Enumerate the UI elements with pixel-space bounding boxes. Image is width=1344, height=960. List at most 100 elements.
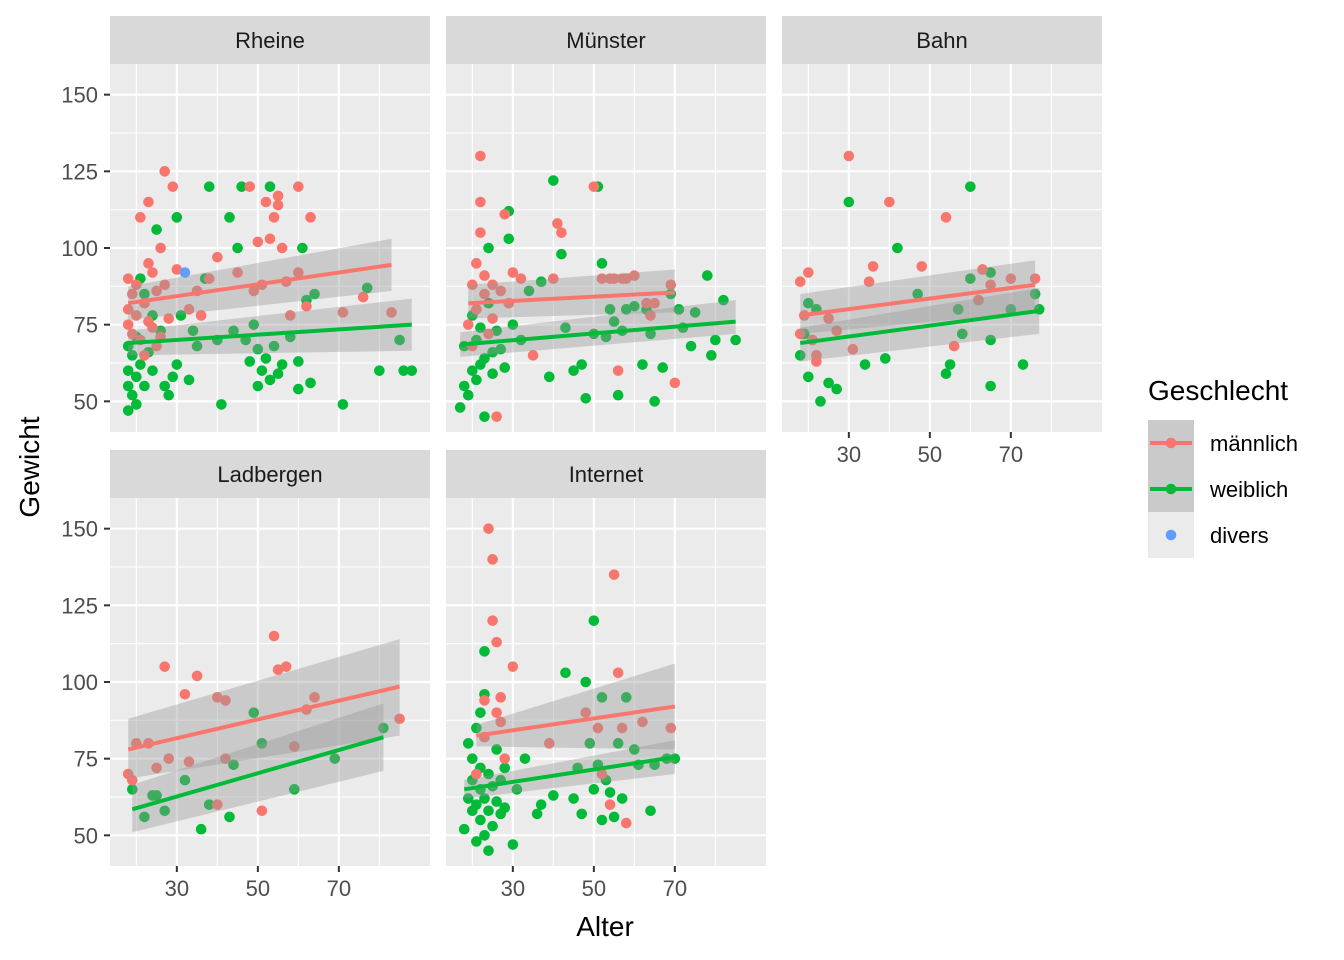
data-point-w — [730, 334, 741, 346]
data-point-m — [548, 273, 559, 284]
data-point-w — [374, 365, 385, 376]
data-point-m — [665, 722, 677, 734]
data-point-m — [167, 181, 179, 192]
regression-fits — [127, 238, 412, 356]
data-point-w — [689, 307, 701, 318]
data-point-w — [556, 248, 567, 260]
data-point-m — [491, 411, 502, 422]
data-point-m — [475, 196, 486, 208]
data-point-m — [394, 713, 405, 725]
data-point-m — [487, 313, 498, 324]
data-point-w — [122, 365, 134, 376]
data-point-m — [171, 264, 183, 275]
data-point-m — [126, 328, 138, 340]
data-point-w — [523, 285, 535, 297]
data-point-m — [491, 707, 502, 718]
data-point-w — [268, 340, 280, 352]
facet-strip-label: Münster — [566, 28, 645, 53]
data-point-m — [147, 322, 158, 334]
facet-strip — [782, 16, 1102, 64]
data-point-w — [985, 380, 996, 392]
x-tick-label: 30 — [501, 876, 525, 901]
data-point-w — [604, 304, 616, 315]
data-point-w — [139, 811, 150, 823]
facet-rheine: Rheine 50 75 100 125 150 — [61, 16, 430, 432]
data-point-w — [831, 383, 842, 395]
data-point-m — [139, 350, 150, 361]
data-point-m — [669, 377, 681, 389]
data-point-m — [487, 615, 498, 626]
data-point-m — [475, 227, 486, 238]
confidence-band-w — [460, 300, 736, 357]
data-point-w — [499, 802, 511, 814]
data-point-m — [256, 805, 268, 817]
data-point-w — [187, 325, 199, 337]
data-points — [122, 630, 405, 835]
data-point-m — [499, 753, 511, 764]
facet-strip-label: Bahn — [916, 28, 967, 53]
data-point-w — [228, 759, 239, 771]
data-point-w — [560, 322, 571, 334]
confidence-band-m — [128, 238, 392, 321]
data-point-m — [543, 738, 555, 749]
data-point-w — [329, 753, 341, 764]
data-point-m — [386, 307, 397, 318]
data-point-w — [543, 371, 555, 383]
data-point-w — [479, 646, 490, 657]
data-point-w — [252, 380, 264, 392]
data-point-m — [268, 212, 280, 223]
data-point-w — [823, 377, 834, 389]
data-point-w — [576, 808, 587, 820]
data-point-w — [645, 328, 656, 340]
data-point-w — [483, 768, 494, 780]
data-point-w — [612, 389, 624, 401]
data-point-w — [171, 212, 183, 223]
data-point-m — [507, 267, 519, 278]
data-point-m — [1005, 273, 1017, 284]
data-point-w — [952, 304, 964, 315]
data-point-m — [479, 288, 490, 300]
data-point-w — [596, 814, 608, 826]
data-point-m — [620, 817, 632, 829]
data-point-m — [794, 276, 806, 288]
data-point-m — [612, 365, 624, 376]
data-point-m — [220, 753, 231, 764]
data-point-w — [378, 722, 389, 734]
data-point-w — [487, 368, 498, 380]
gridlines — [110, 498, 430, 866]
data-point-w — [179, 774, 191, 786]
data-point-w — [475, 814, 486, 826]
data-point-w — [608, 811, 620, 823]
data-point-w — [163, 389, 175, 401]
y-tick-label: 150 — [61, 83, 98, 108]
data-point-w — [985, 267, 996, 278]
data-point-w — [151, 224, 162, 235]
data-point-w — [912, 288, 923, 300]
data-point-m — [637, 716, 648, 728]
data-point-m — [280, 661, 292, 672]
data-point-m — [499, 208, 511, 220]
data-point-m — [620, 273, 632, 284]
data-point-m — [471, 258, 482, 269]
data-point-m — [985, 279, 996, 291]
data-point-m — [847, 343, 859, 355]
data-point-m — [471, 304, 482, 315]
data-point-w — [232, 242, 243, 254]
data-point-m — [179, 688, 191, 700]
regression-line-w — [799, 308, 1040, 346]
data-point-m — [487, 279, 498, 291]
data-point-m — [649, 297, 660, 309]
data-point-m — [293, 267, 304, 278]
data-point-m — [491, 636, 502, 648]
data-point-w — [859, 359, 871, 370]
data-point-m — [252, 236, 264, 248]
data-point-w — [264, 374, 276, 386]
data-point-w — [596, 692, 608, 703]
data-point-m — [337, 307, 349, 318]
data-point-d — [179, 267, 191, 278]
data-point-m — [479, 270, 490, 281]
data-point-m — [596, 768, 608, 780]
data-point-m — [357, 291, 369, 303]
data-point-m — [191, 670, 203, 682]
data-point-w — [337, 399, 349, 410]
